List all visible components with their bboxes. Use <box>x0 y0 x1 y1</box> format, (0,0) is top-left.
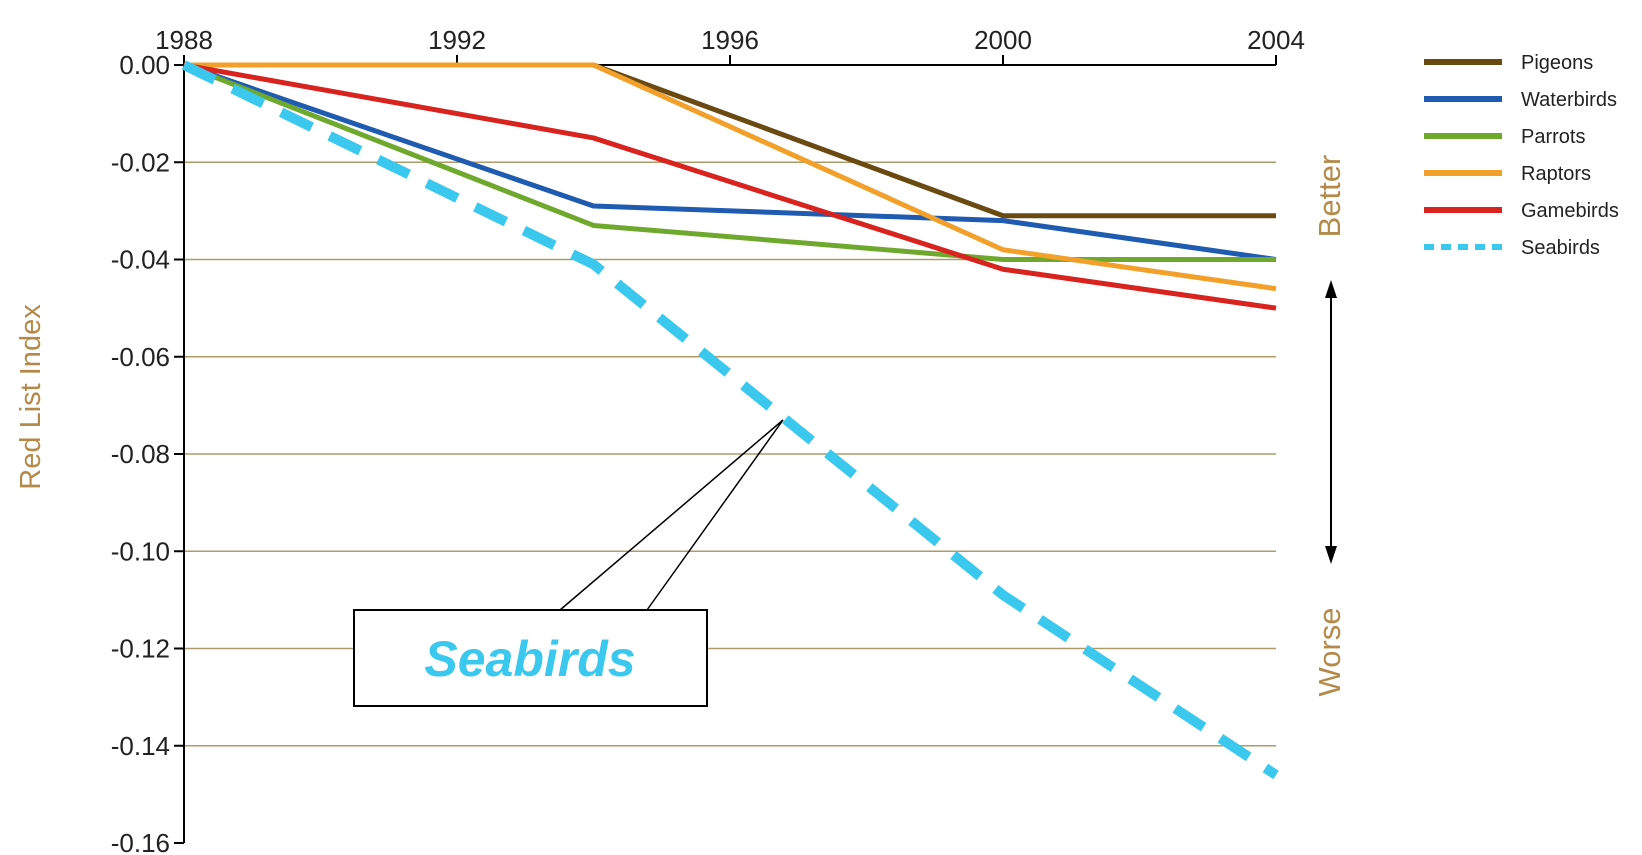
legend-label-raptors: Raptors <box>1521 163 1591 185</box>
series-line-waterbirds <box>183 62 1277 262</box>
legend: Pigeons Waterbirds Parrots Raptors Gamebirds… <box>1424 52 1619 259</box>
legend-item-pigeons: Pigeons <box>1424 52 1593 74</box>
y-tick-label: -0.16 <box>111 828 170 855</box>
y-axis-label: Red List Index <box>15 304 47 490</box>
better-worse-arrow <box>1325 280 1337 564</box>
y-tick-label: -0.14 <box>111 731 170 761</box>
better-label: Better <box>1312 155 1347 238</box>
y-tick-label: -0.12 <box>111 634 170 664</box>
legend-label-gamebirds: Gamebirds <box>1521 200 1619 222</box>
legend-item-seabirds: Seabirds <box>1424 237 1600 259</box>
y-tick-label: -0.06 <box>111 342 170 372</box>
seabirds-callout: Seabirds <box>353 419 784 707</box>
series-line-gamebirds <box>183 62 1277 311</box>
legend-label-seabirds: Seabirds <box>1521 237 1600 259</box>
y-tick-label: -0.02 <box>111 147 170 177</box>
legend-label-parrots: Parrots <box>1521 126 1585 148</box>
seabirds-callout-label: Seabirds <box>424 631 635 687</box>
legend-item-waterbirds: Waterbirds <box>1424 89 1617 111</box>
series-lines <box>181 60 1279 780</box>
annotations: Red List Index Better Worse Seabirds <box>15 155 1347 707</box>
gridlines <box>184 161 1276 747</box>
x-tick-label: 2004 <box>1247 25 1305 55</box>
y-tick-label: 0.00 <box>119 50 170 80</box>
x-tick-label: 1996 <box>701 25 759 55</box>
series-line-raptors <box>184 62 1277 292</box>
y-tick-label: -0.10 <box>111 536 170 566</box>
worse-label: Worse <box>1312 607 1347 696</box>
y-tick-label: -0.08 <box>111 439 170 469</box>
legend-label-pigeons: Pigeons <box>1521 52 1593 74</box>
legend-item-gamebirds: Gamebirds <box>1424 200 1619 222</box>
seabirds-callout-box <box>353 609 708 707</box>
x-tick-label: 1988 <box>155 25 213 55</box>
legend-label-waterbirds: Waterbirds <box>1521 89 1617 111</box>
series-line-parrots <box>183 62 1276 262</box>
tick-labels: 0.00 -0.02 -0.04 -0.06 -0.08 -0.10 -0.12 -0.14 -… <box>111 25 1305 855</box>
legend-item-raptors: Raptors <box>1424 163 1591 185</box>
x-tick-label: 1992 <box>428 25 486 55</box>
axes <box>174 55 1277 844</box>
x-tick-label: 2000 <box>974 25 1032 55</box>
y-tick-label: -0.04 <box>111 245 170 275</box>
legend-item-parrots: Parrots <box>1424 126 1585 148</box>
series-line-seabirds <box>181 60 1279 780</box>
